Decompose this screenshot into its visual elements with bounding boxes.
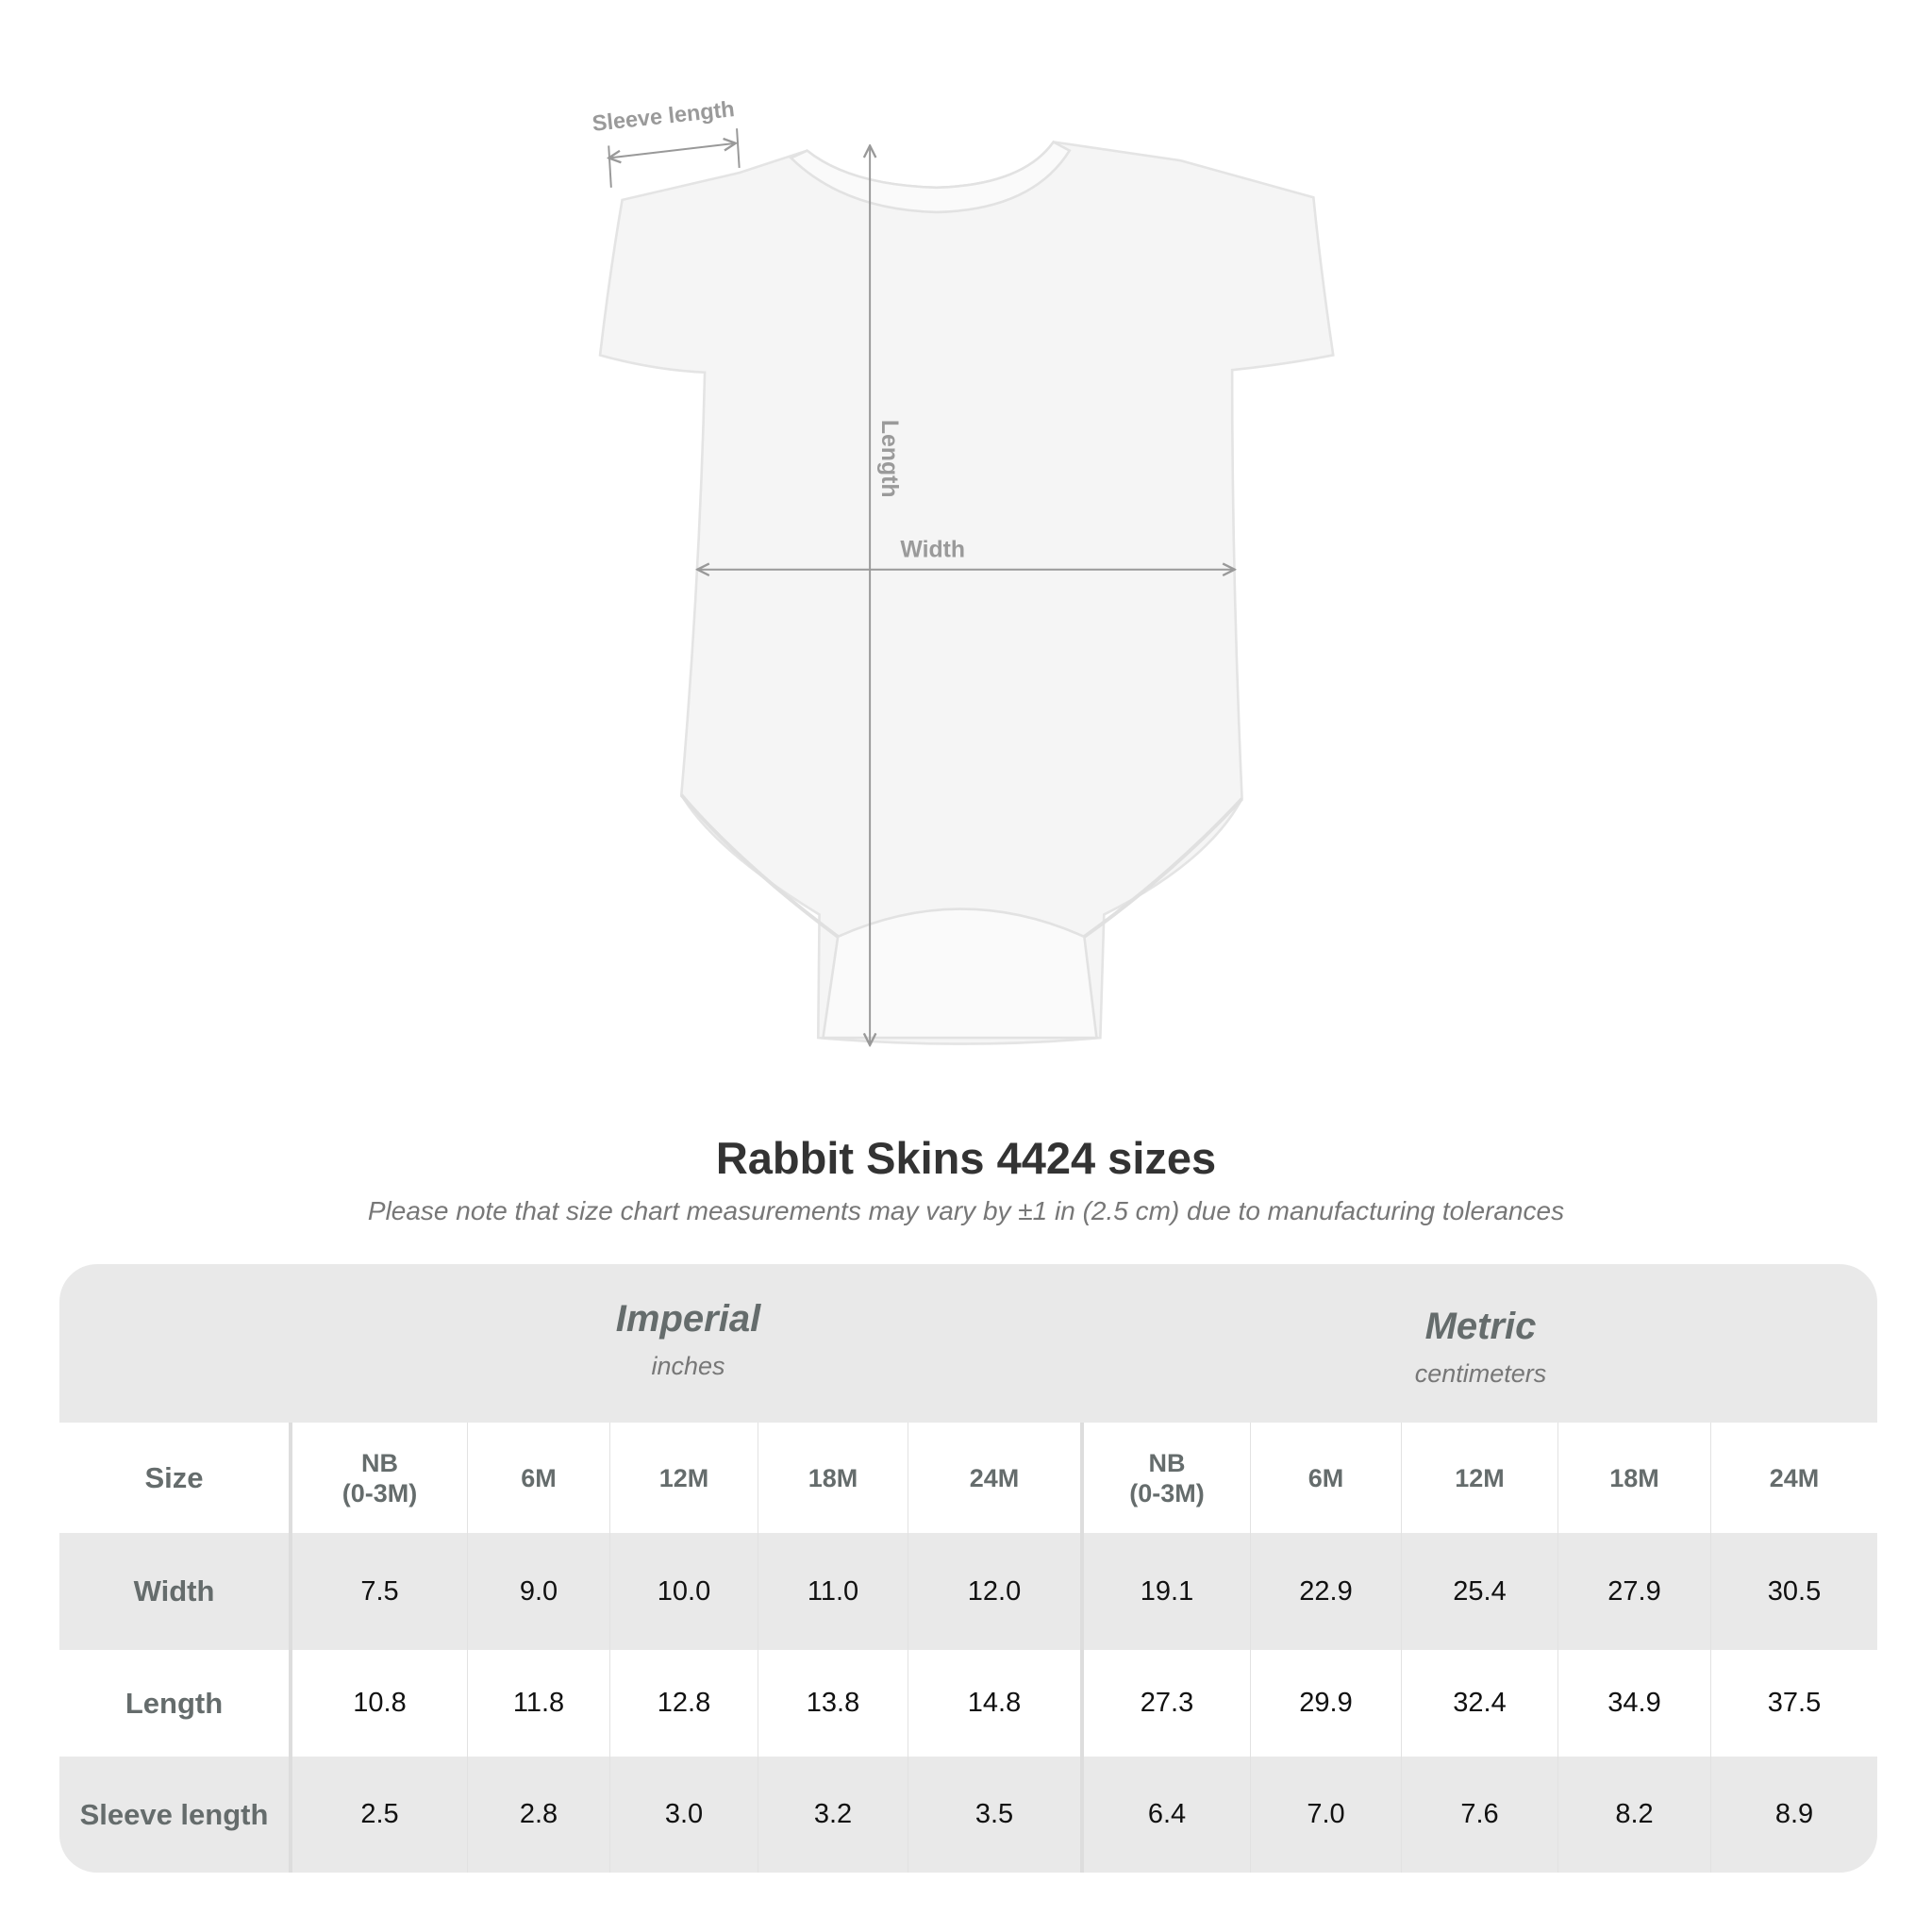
size-column-header: 12M: [610, 1423, 758, 1533]
imperial-value-cell: 3.5: [908, 1757, 1084, 1873]
imperial-value-cell: 12.8: [610, 1650, 758, 1757]
metric-value-cell: 7.0: [1251, 1757, 1402, 1873]
metric-value-cell: 30.5: [1767, 1575, 1822, 1607]
imperial-value-cell: 9.0: [468, 1533, 610, 1650]
metric-value-cell: 22.9: [1251, 1533, 1402, 1650]
size-column-header: NB (0-3M): [292, 1423, 468, 1533]
length-label: Length: [876, 420, 902, 498]
imperial-header: Imperial inches: [292, 1264, 1084, 1423]
imperial-value-cell: 2.8: [468, 1757, 610, 1873]
metric-value-cell: 34.9: [1558, 1650, 1711, 1757]
metric-value-cell: 6.4: [1084, 1757, 1251, 1873]
size-label: Size: [59, 1423, 292, 1533]
imperial-value-cell: 14.8: [908, 1650, 1084, 1757]
size-column-header: 6M: [468, 1423, 610, 1533]
imperial-value-cell: 2.5: [292, 1757, 468, 1873]
metric-value-cell: 37.5: [1767, 1688, 1822, 1718]
row-label: Width: [59, 1533, 292, 1650]
metric-value-cell: 29.9: [1251, 1650, 1402, 1757]
size-column-header: 24M: [908, 1423, 1084, 1533]
page-title: Rabbit Skins 4424 sizes: [715, 1133, 1217, 1183]
metric-value-cell: 8.2: [1558, 1757, 1711, 1873]
imperial-value-cell: 3.0: [610, 1757, 758, 1873]
size-column-header: 6M: [1251, 1423, 1402, 1533]
table-row: Sleeve length 2.5 2.8 3.0 3.2 3.5 6.4 7.0 7.6 8.2…: [59, 1757, 1877, 1873]
metric-value-cell: 8.9: [1774, 1799, 1814, 1829]
imperial-value-cell: 7.5: [292, 1533, 468, 1650]
metric-value-cell: 27.3: [1084, 1650, 1251, 1757]
tolerance-note: Please note that size chart measurements…: [367, 1196, 1565, 1225]
row-label: Sleeve length: [59, 1757, 292, 1873]
size-column-header: 24M: [1769, 1463, 1820, 1492]
size-column-header: NB (0-3M): [1084, 1423, 1251, 1533]
sleeve-length-label: Sleeve length: [591, 96, 735, 136]
metric-title: Metric: [1424, 1306, 1537, 1347]
imperial-value-cell: 11.0: [758, 1533, 908, 1650]
size-column-header: 18M: [1558, 1423, 1711, 1533]
metric-header: Metric centimeters: [1084, 1264, 1877, 1423]
imperial-value-cell: 10.8: [292, 1650, 468, 1757]
metric-unit: centimeters: [1414, 1359, 1547, 1388]
onesie-diagram: Sleeve length Length Width: [591, 96, 1335, 1085]
width-label: Width: [900, 538, 965, 563]
imperial-value-cell: 10.0: [610, 1533, 758, 1650]
metric-value-cell: 19.1: [1084, 1533, 1251, 1650]
metric-value-cell: 25.4: [1402, 1533, 1558, 1650]
imperial-value-cell: 13.8: [758, 1650, 908, 1757]
sleeve-length-arrow: [608, 143, 736, 158]
imperial-value-cell: 12.0: [908, 1533, 1084, 1650]
size-column-header: 18M: [758, 1423, 908, 1533]
size-column-header: 12M: [1402, 1423, 1558, 1533]
table-row: Length 10.8 11.8 12.8 13.8 14.8 27.3 29.9 32.4 34…: [59, 1650, 1877, 1757]
metric-value-cell: 7.6: [1402, 1757, 1558, 1873]
imperial-value-cell: 3.2: [758, 1757, 908, 1873]
imperial-unit: inches: [651, 1352, 725, 1380]
table-row: Width 7.5 9.0 10.0 11.0 12.0 19.1 22.9 25.4 27.9 3…: [59, 1533, 1877, 1650]
imperial-title: Imperial: [615, 1298, 761, 1340]
onesie-body: [598, 141, 1335, 1045]
row-label: Length: [59, 1650, 292, 1757]
size-header-row: Size NB (0-3M) 6M 12M 18M 24M NB (0-3M) 6M 12M 18…: [59, 1423, 1877, 1533]
onesie-crotch-flap: [821, 908, 1098, 1040]
metric-value-cell: 32.4: [1402, 1650, 1558, 1757]
size-table: Imperial inches Metric centimeters Size N…: [59, 1264, 1877, 1873]
imperial-value-cell: 11.8: [468, 1650, 610, 1757]
metric-value-cell: 27.9: [1558, 1533, 1711, 1650]
